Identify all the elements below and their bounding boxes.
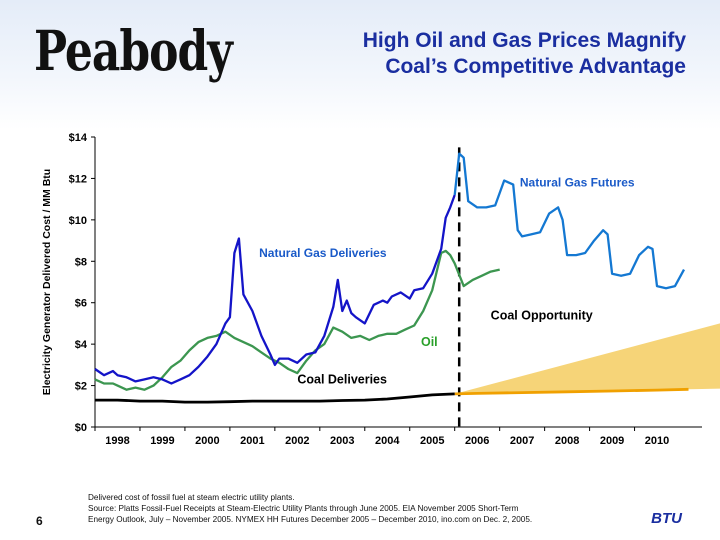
x-tick-label: 1998: [105, 435, 129, 447]
title-line-1: High Oil and Gas Prices Magnify: [362, 29, 686, 52]
label-coal-deliveries: Coal Deliveries: [297, 373, 387, 387]
ticker-symbol: BTU: [651, 510, 682, 527]
x-tick-label: 2007: [510, 435, 534, 447]
source-line-3: Energy Outlook, July – November 2005. NY…: [88, 515, 533, 524]
title-line-2: Coal’s Competitive Advantage: [385, 55, 686, 78]
label-coal-opportunity: Coal Opportunity: [491, 308, 593, 322]
x-tick-label: 2010: [645, 435, 669, 447]
x-tick-label: 2006: [465, 435, 489, 447]
y-tick-label: $6: [75, 298, 87, 310]
x-tick-label: 2008: [555, 435, 579, 447]
x-tick-label: 2001: [240, 435, 264, 447]
label-natural-gas-deliveries: Natural Gas Deliveries: [259, 246, 387, 260]
y-axis-title: Electricity Generator Delivered Cost / M…: [41, 169, 53, 395]
x-tick-label: 2004: [375, 435, 400, 447]
y-tick-label: $0: [75, 422, 87, 434]
coal-opportunity-wedge: [454, 323, 720, 394]
coal-deliveries-line: [95, 392, 455, 404]
label-oil: Oil: [421, 335, 438, 349]
y-tick-label: $12: [69, 173, 87, 185]
label-natural-gas-futures: Natural Gas Futures: [520, 176, 635, 190]
source-line-2: Source: Platts Fossil-Fuel Receipts at S…: [88, 504, 519, 513]
x-tick-label: 2003: [330, 435, 354, 447]
x-tick-label: 1999: [150, 435, 174, 447]
peabody-logo: Peabody: [34, 20, 233, 84]
coal-future-line: [454, 387, 689, 396]
y-tick-label: $4: [75, 339, 88, 351]
x-tick-label: 2009: [600, 435, 624, 447]
source-line-1: Delivered cost of fossil fuel at steam e…: [88, 493, 295, 502]
natural-gas-deliveries-line: [94, 194, 456, 385]
fuel-cost-chart: $0 $2 $4 $6 $8 $10 $12 $14 1998 1999 2000 2001 2002 2…: [41, 132, 720, 447]
x-tick-label: 2002: [285, 435, 309, 447]
y-tick-label: $10: [69, 215, 87, 227]
oil-line: [94, 249, 500, 391]
x-tick-label: 2005: [420, 435, 444, 447]
x-tick-label: 2000: [195, 435, 219, 447]
y-tick-label: $8: [75, 256, 87, 268]
y-tick-label: $14: [69, 132, 88, 144]
source-note: Delivered cost of fossil fuel at steam e…: [88, 492, 608, 525]
page-number: 6: [36, 514, 43, 528]
slide-title: High Oil and Gas Prices Magnify Coal’s C…: [363, 28, 686, 80]
natural-gas-futures-line: [453, 152, 686, 290]
y-tick-label: $2: [75, 381, 87, 393]
